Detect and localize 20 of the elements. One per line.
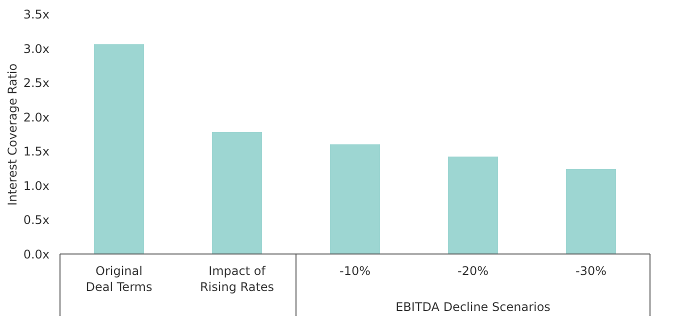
y-tick-label: 2.5x [23,76,50,90]
bar [330,144,380,254]
bar [212,132,262,254]
y-tick-label: 3.0x [23,42,50,56]
bar [448,156,498,254]
bar [94,44,144,254]
x-tick-label: -10% [339,264,371,278]
y-tick-label: 1.5x [23,144,50,159]
y-tick-label: 2.0x [23,110,50,124]
bar [566,168,616,254]
x-tick-label: -30% [575,264,607,278]
x-tick-label: -20% [457,264,489,278]
y-tick-label: 3.5x [23,8,50,22]
y-tick-label: 0.0x [23,248,50,262]
y-tick-label: 1.0x [23,178,50,193]
y-axis-title: Interest Coverage Ratio [5,63,20,206]
x-tick-label: Original Deal Terms [86,264,152,294]
y-tick-label: 0.5x [23,213,50,228]
x-tick-label: Impact of Rising Rates [200,264,274,294]
text: EBITDA Decline Scenarios [396,300,550,314]
